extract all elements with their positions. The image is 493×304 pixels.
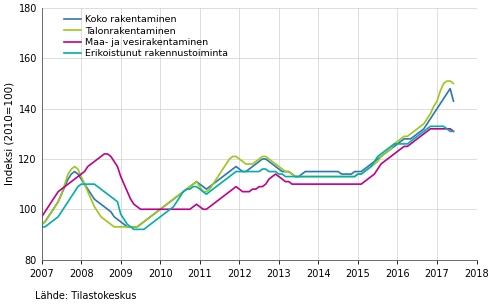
Legend: Koko rakentaminen, Talonrakentaminen, Maa- ja vesirakentaminen, Erikoistunut rak: Koko rakentaminen, Talonrakentaminen, Ma… [64, 16, 228, 58]
Y-axis label: Indeksi (2010=100): Indeksi (2010=100) [4, 82, 14, 185]
Text: Lähde: Tilastokeskus: Lähde: Tilastokeskus [35, 291, 136, 301]
